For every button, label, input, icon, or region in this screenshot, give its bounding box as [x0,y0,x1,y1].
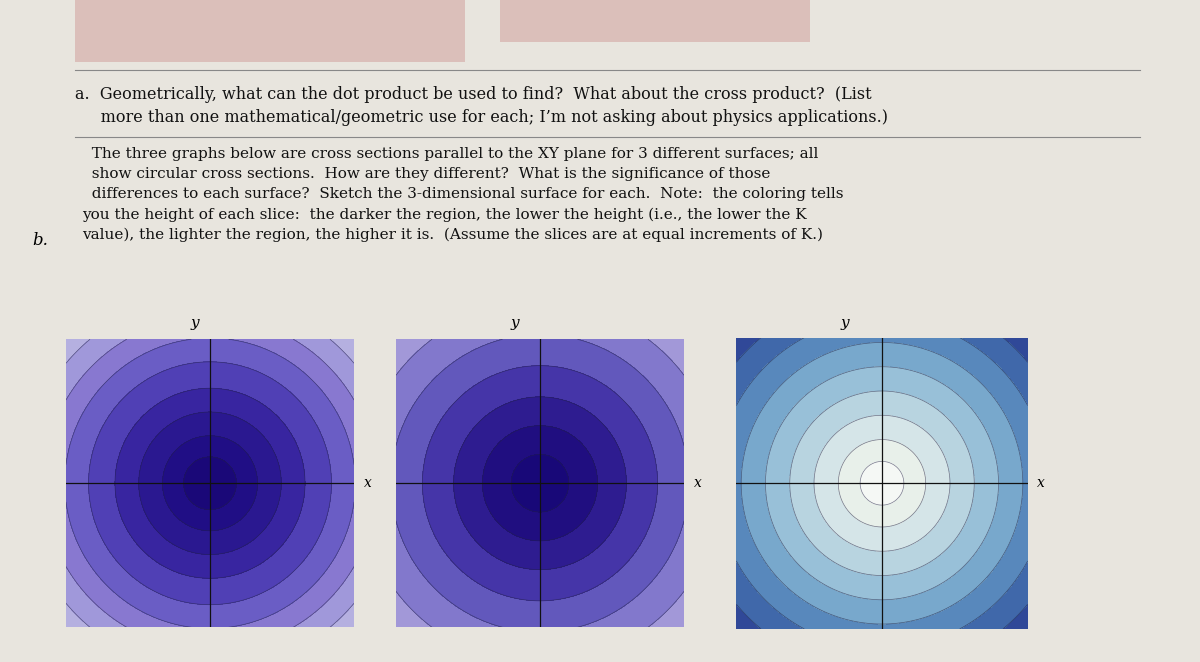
Text: x: x [364,476,372,491]
Text: y: y [841,316,850,330]
Text: y: y [191,316,199,330]
Bar [500,0,810,42]
Text: The three graphs below are cross sections parallel to the XY plane for 3 differe: The three graphs below are cross section… [82,147,844,242]
Text: x: x [1037,476,1045,491]
Text: x: x [694,476,702,491]
Bar [74,0,466,62]
Text: y: y [511,316,520,330]
Text: b.: b. [32,232,48,249]
Text: a.  Geometrically, what can the dot product be used to find?  What about the cro: a. Geometrically, what can the dot produ… [74,86,888,126]
